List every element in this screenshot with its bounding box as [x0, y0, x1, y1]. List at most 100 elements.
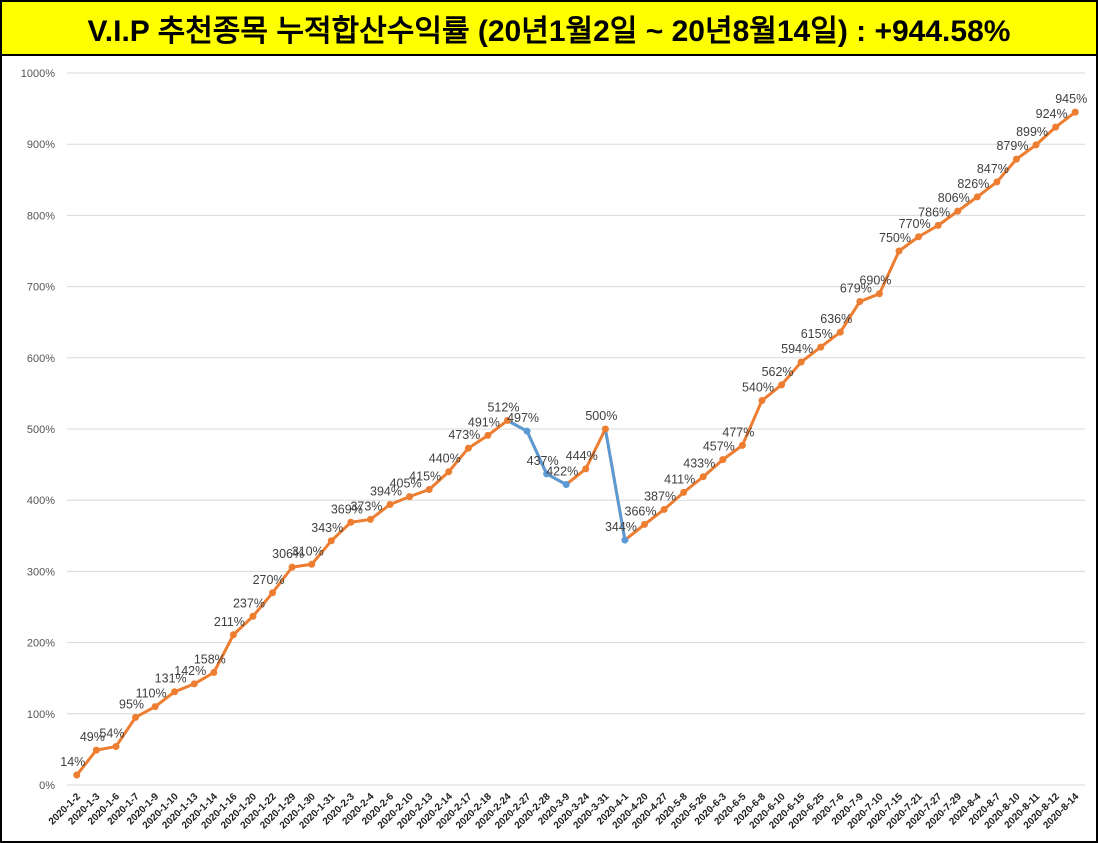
point: [1071, 108, 1079, 116]
data-label: 786%: [918, 205, 950, 219]
point: [1032, 141, 1040, 149]
point: [269, 589, 277, 597]
data-label: 457%: [703, 440, 735, 454]
y-tick-label: 100%: [27, 709, 55, 721]
point: [210, 669, 218, 677]
y-tick-label: 700%: [27, 282, 55, 294]
chart-title: V.I.P 추천종목 누적합산수익률 (20년1월2일 ~ 20년8월14일) …: [87, 15, 1011, 48]
data-label: 270%: [253, 573, 285, 587]
data-label: 131%: [155, 672, 187, 686]
line-segment: [525, 429, 549, 476]
data-label: 924%: [1036, 107, 1068, 121]
data-label: 310%: [292, 544, 324, 558]
point: [543, 470, 551, 478]
point: [758, 397, 766, 405]
point: [856, 298, 864, 306]
data-label: 770%: [899, 217, 931, 231]
data-label: 366%: [625, 504, 657, 518]
line-segment: [603, 427, 627, 542]
y-tick-label: 300%: [27, 566, 55, 578]
y-tick-label: 1000%: [21, 68, 55, 80]
data-label: 440%: [429, 452, 461, 466]
data-label: 945%: [1055, 92, 1087, 106]
chart: 0% 100% 200% 300% 400% 500% 600% 700% 800% 900% 10…: [0, 56, 1098, 843]
point: [190, 680, 198, 688]
y-tick-label: 500%: [27, 424, 55, 436]
data-label: 142%: [174, 664, 206, 678]
y-tick-label: 400%: [27, 495, 55, 507]
point: [738, 441, 746, 449]
data-label: 54%: [99, 727, 124, 741]
point: [993, 178, 1001, 186]
point: [386, 500, 394, 508]
point: [954, 207, 962, 215]
point: [249, 612, 257, 620]
data-label: 826%: [957, 177, 989, 191]
point: [778, 381, 786, 389]
point: [484, 431, 492, 439]
data-label: 594%: [781, 342, 813, 356]
point: [171, 688, 179, 696]
point: [327, 537, 335, 545]
data-label: 540%: [742, 381, 774, 395]
point: [288, 563, 296, 571]
point: [836, 328, 844, 336]
point: [308, 560, 316, 568]
y-tick-label: 900%: [27, 139, 55, 151]
point: [73, 771, 81, 779]
data-label: 806%: [938, 191, 970, 205]
point: [719, 456, 727, 464]
point: [1052, 123, 1060, 131]
point: [934, 221, 942, 229]
data-label: 344%: [605, 520, 637, 534]
point: [112, 743, 120, 751]
point: [915, 233, 923, 241]
data-label: 110%: [136, 687, 167, 701]
data-label: 343%: [311, 521, 343, 535]
data-label: 14%: [60, 755, 85, 769]
point: [92, 746, 100, 754]
point: [973, 193, 981, 201]
point: [445, 468, 453, 476]
data-label: 411%: [664, 472, 695, 486]
data-label: 95%: [119, 697, 144, 711]
point: [582, 465, 590, 473]
data-label: 444%: [566, 449, 598, 463]
point: [699, 473, 707, 481]
y-tick-label: 800%: [27, 210, 55, 222]
data-label: 422%: [546, 465, 578, 479]
point: [503, 416, 511, 424]
data-label: 750%: [879, 231, 911, 245]
point: [660, 505, 668, 513]
point: [1012, 155, 1020, 163]
data-label: 373%: [350, 499, 382, 513]
data-label: 49%: [80, 730, 105, 744]
data-label: 497%: [507, 411, 539, 425]
data-label: 158%: [194, 653, 226, 667]
data-label: 473%: [448, 428, 480, 442]
point: [601, 425, 609, 433]
point: [406, 493, 414, 501]
data-label: 690%: [859, 274, 891, 288]
y-tick-label: 0%: [39, 780, 55, 792]
data-label: 415%: [409, 470, 441, 484]
data-label: 211%: [214, 615, 245, 629]
data-label: 636%: [820, 312, 852, 326]
data-label: 512%: [487, 400, 519, 414]
point: [562, 481, 570, 489]
point: [425, 486, 433, 494]
point: [151, 703, 159, 711]
point: [621, 536, 629, 544]
data-label: 369%: [331, 502, 363, 516]
data-label: 491%: [468, 415, 500, 429]
point: [523, 427, 531, 435]
point: [347, 518, 355, 526]
data-label: 394%: [370, 484, 402, 498]
data-label: 306%: [272, 547, 304, 561]
point: [132, 713, 140, 721]
data-label: 477%: [722, 425, 754, 439]
point: [817, 343, 825, 351]
point: [229, 631, 237, 639]
point: [641, 520, 649, 528]
